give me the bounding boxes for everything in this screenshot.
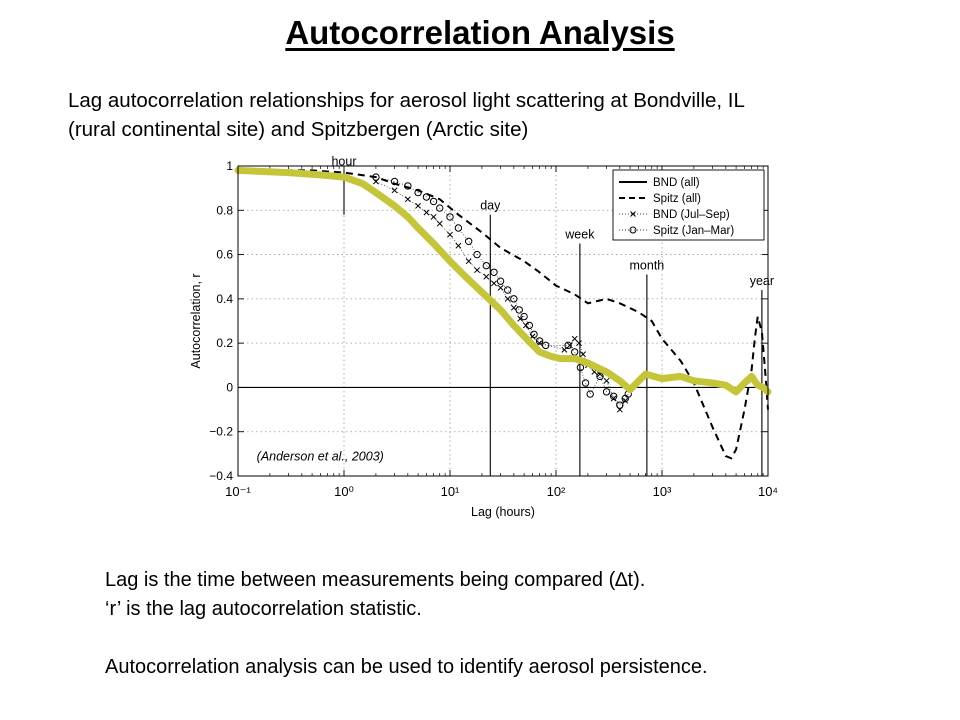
x-tick-label: 10⁰ — [334, 484, 354, 499]
circle-point — [429, 197, 438, 206]
circle-point — [482, 261, 490, 270]
note-line-3 — [105, 624, 925, 653]
circle-point — [372, 173, 380, 181]
circle-point — [515, 306, 523, 314]
circle-point — [535, 337, 544, 345]
notes-text: Lag is the time between measurements bei… — [105, 566, 925, 682]
cross-point — [622, 397, 629, 404]
citation-text: (Anderson et al., 2003) — [257, 450, 384, 464]
circle-point — [454, 224, 463, 232]
circle-point — [390, 177, 399, 186]
legend-label: Spitz (Jan–Mar) — [653, 225, 734, 237]
series-bnd-all-line — [234, 166, 772, 396]
y-tick-label: −0.4 — [209, 469, 233, 483]
legend-label: Spitz (all) — [653, 193, 701, 205]
circle-point — [602, 388, 611, 396]
cross-point — [610, 395, 617, 402]
circle-point — [510, 295, 518, 303]
cross-point — [423, 209, 430, 216]
circle-point — [464, 237, 473, 245]
circle-point — [422, 193, 431, 201]
note-line-1: Lag is the time between measurements bei… — [105, 569, 646, 591]
cross-point — [491, 280, 497, 287]
cross-point — [447, 231, 453, 238]
cross-point — [455, 242, 462, 249]
circle-point — [520, 312, 528, 321]
marker-label-week: week — [564, 228, 595, 242]
circle-point — [414, 188, 422, 197]
circle-point — [586, 390, 594, 398]
cross-point — [517, 315, 524, 322]
cross-point — [580, 351, 587, 358]
circle-point — [530, 330, 538, 338]
intro-line-2: (rural continental site) and Spitzbergen… — [68, 118, 529, 141]
circle-point — [503, 286, 512, 294]
cross-point — [430, 213, 437, 220]
x-tick-label: 10³ — [653, 484, 672, 499]
circle-point — [446, 213, 454, 221]
circle-point — [473, 250, 481, 259]
intro-line-1: Lag autocorrelation relationships for ae… — [68, 89, 745, 112]
x-tick-label: 10¹ — [441, 484, 460, 499]
circle-point — [525, 321, 534, 330]
y-axis-label: Autocorrelation, r — [189, 273, 203, 368]
y-tick-label: 0.4 — [216, 292, 233, 306]
cross-point — [415, 202, 422, 209]
intro-text: Lag autocorrelation relationships for ae… — [68, 86, 928, 144]
note-line-2: ‘r’ is the lag autocorrelation statistic… — [105, 598, 422, 620]
y-tick-label: 0.6 — [216, 248, 233, 262]
marker-label-hour: hour — [331, 154, 356, 168]
cross-point — [391, 187, 398, 194]
marker-label-day: day — [480, 199, 501, 213]
marker-label-month: month — [630, 259, 665, 273]
x-axis-label: Lag (hours) — [471, 505, 535, 519]
cross-point — [497, 284, 504, 291]
legend-label: BND (all) — [653, 177, 700, 189]
circle-point — [616, 401, 624, 409]
circle-point — [496, 277, 505, 285]
y-tick-label: 0.8 — [216, 203, 233, 217]
cross-point — [436, 220, 443, 227]
circle-point — [576, 363, 585, 372]
circle-point — [609, 392, 618, 400]
cross-point — [571, 335, 578, 342]
note-line-4: Autocorrelation analysis can be used to … — [105, 656, 708, 678]
marker-label-year: year — [750, 274, 774, 288]
x-tick-label: 10⁻¹ — [225, 484, 251, 499]
legend-cross-marker — [630, 211, 636, 217]
slide-title: Autocorrelation Analysis — [285, 14, 675, 51]
legend-label: BND (Jul–Sep) — [653, 209, 730, 221]
plot-frame — [237, 165, 769, 477]
y-tick-label: 0 — [226, 380, 233, 394]
circle-point — [404, 182, 412, 190]
circle-point — [564, 341, 572, 350]
y-tick-label: 1 — [226, 159, 233, 173]
y-tick-label: −0.2 — [209, 425, 233, 439]
cross-point — [603, 377, 610, 384]
cross-point — [536, 340, 543, 347]
cross-point — [474, 267, 481, 274]
cross-point — [510, 304, 517, 311]
x-tick-label: 10² — [547, 484, 566, 499]
autocorrelation-chart: 10⁻¹ 10⁰ 10¹ 10² 10³ 10⁴ −0.4 −0.2 0 0.2 0.4 0.6 0.8… — [189, 154, 778, 519]
x-tick-label: 10⁴ — [758, 484, 778, 499]
y-tick-label: 0.2 — [216, 336, 233, 350]
cross-point — [465, 258, 472, 265]
circle-point — [436, 204, 444, 212]
cross-point — [566, 342, 573, 349]
cross-point — [504, 295, 511, 302]
circle-point — [542, 341, 550, 350]
circle-point — [596, 372, 604, 381]
cross-point — [483, 273, 490, 280]
cross-point — [404, 196, 411, 203]
cross-point — [576, 340, 583, 347]
circle-point — [490, 268, 498, 276]
circle-point — [581, 379, 590, 387]
legend-circle-marker — [629, 226, 637, 234]
